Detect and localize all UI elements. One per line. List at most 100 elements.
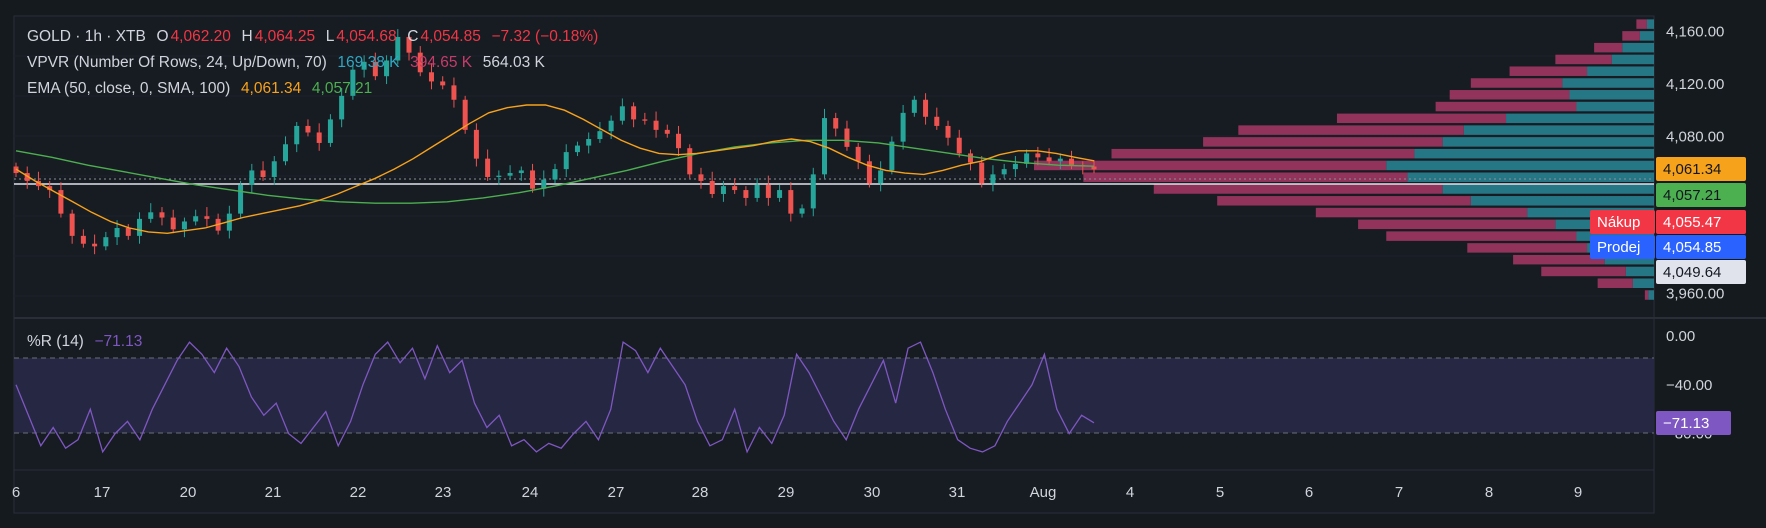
candle-body [563,152,569,170]
vp-up-bar [1407,172,1654,182]
candle-body [889,141,895,171]
candle-body [69,213,75,236]
price-axis[interactable]: 4,160.00 4,120.00 4,080.00 3,960.00 0.00 −40.… [1666,24,1724,443]
vp-down-bar [1238,125,1464,135]
candle-body [417,52,423,73]
vp-down-bar [1111,148,1415,159]
vp-up-bar [1622,42,1654,53]
candle-body [608,120,614,132]
candle-body [1024,153,1030,164]
candle-body [934,116,940,126]
vp-down-bar [1449,90,1570,100]
time-tick: 8 [1485,484,1493,501]
candle-body [619,106,625,121]
vpvr-label[interactable]: VPVR (Number Of Rows, 24, Up/Down, 70) [27,54,327,71]
candle-body [361,61,367,70]
candle-body [485,158,491,177]
price-tick: 3,960.00 [1666,285,1724,302]
candle-body [765,184,771,198]
candle-body [923,99,929,117]
close-value: 4,054.85 [420,28,481,45]
sell-price-tag-bg [1656,235,1746,259]
time-tick: 5 [1216,484,1224,501]
buy-price-tag: 4,055.47 [1663,214,1721,231]
candle-body [743,190,749,198]
candle-body [80,235,86,244]
candle-body [462,99,468,130]
sell-label-tag: Prodej [1597,239,1640,256]
candle-body [103,237,109,247]
vp-down-bar [1153,184,1443,194]
ema-price-tag: 4,061.34 [1663,161,1721,178]
time-tick: 21 [265,484,282,501]
candle-body [395,36,401,61]
vp-up-bar [1442,137,1654,147]
candle-body [698,174,704,181]
time-tick: 28 [692,484,709,501]
candle-body [777,190,783,198]
candle-body [92,243,98,247]
candle-body [631,106,637,120]
candle-body [137,218,143,236]
vp-down-bar [1386,231,1577,241]
close-label: C [407,28,419,45]
candle-body [799,208,805,214]
candle-body [642,119,648,121]
candle-body [687,148,693,175]
high-value: 4,064.25 [254,28,316,45]
candle-body [204,216,210,219]
candle-body [316,132,322,143]
candle-body [1057,158,1063,162]
sell-price-tag: 4,054.85 [1663,239,1721,256]
ema-50-line [15,104,1095,235]
high-label: H [241,28,253,45]
wr-label[interactable]: %R (14) [27,333,84,350]
candle-body [372,61,378,77]
vp-up-bar [1569,90,1654,100]
candle-body [193,216,199,222]
candle-body [844,128,850,147]
vp-up-bar [1442,184,1654,194]
vp-up-bar [1587,66,1654,76]
candle-body [305,125,311,133]
vp-down-bar [1435,101,1577,112]
vp-up-bar [1646,19,1654,29]
time-tick: 29 [778,484,795,501]
vp-down-bar [1217,196,1471,206]
wr-legend[interactable]: %R (14) −71.13 [27,333,144,351]
candle-body [653,120,659,130]
vp-up-bar [1470,196,1654,206]
candle-body [911,99,917,113]
candle-body [294,125,300,145]
candlesticks[interactable] [13,29,1097,255]
symbol-label[interactable]: GOLD · 1h · XTB [27,28,146,45]
candle-body [990,174,996,184]
vp-down-bar [1541,266,1626,277]
candle-body [788,190,794,214]
ema-legend[interactable]: EMA (50, close, 0, SMA, 100) 4,061.34 4,… [27,80,374,98]
candle-body [810,174,816,209]
time-tick: 9 [1574,484,1582,501]
candle-body [350,69,356,96]
candle-body [440,81,446,86]
vpvr-legend[interactable]: VPVR (Number Of Rows, 24, Up/Down, 70) 1… [27,54,547,72]
time-tick: 31 [949,484,966,501]
candle-body [552,169,558,180]
sma-price-tag: 4,057.21 [1663,187,1721,204]
candle-body [1001,169,1007,175]
time-axis[interactable]: 6 17 20 21 22 23 24 27 28 29 30 31 Aug 4 5 6 7 8 9 [12,484,1582,501]
vp-up-bar [1632,278,1654,288]
ema-label[interactable]: EMA (50, close, 0, SMA, 100) [27,80,231,97]
open-label: O [156,28,169,45]
low-value: 4,054.68 [336,28,397,45]
candle-body [754,184,760,198]
candle-body [956,137,962,154]
price-tags: 4,061.34 4,057.21 Nákup 4,055.47 Prodej 4,054… [1590,157,1746,435]
candle-body [530,170,536,189]
vp-up-bar [1386,160,1654,171]
candle-body [1069,158,1075,166]
buy-price-tag-bg [1656,210,1746,234]
vp-up-bar [1562,78,1654,88]
candle-body [226,213,232,231]
